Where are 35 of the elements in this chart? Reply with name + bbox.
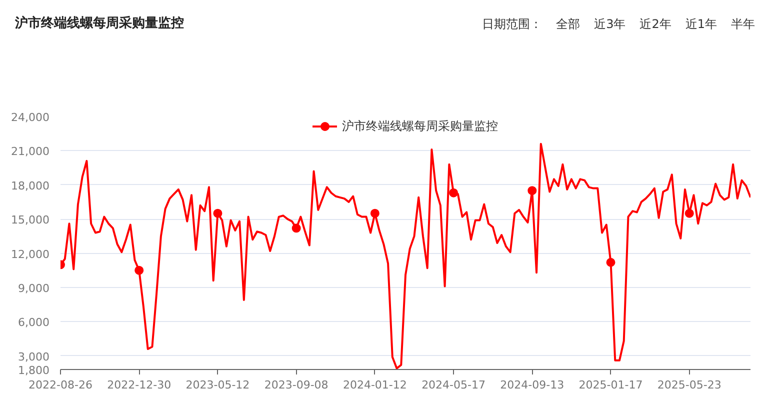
y-tick-label: 18,000 [11, 179, 50, 192]
text: 近3年 [594, 16, 626, 31]
x-tick-label: 2022-08-26 [28, 378, 92, 392]
x-tick-label: 2023-05-12 [186, 378, 250, 392]
x-tick-label: 2022-12-30 [107, 378, 172, 392]
point [213, 208, 222, 218]
line-series [60, 142, 750, 370]
point [606, 258, 616, 267]
text: 全部 [556, 16, 580, 31]
y-tick-label: 1,800 [18, 364, 50, 377]
x-tick-label: 2025-01-17 [578, 378, 643, 392]
text: 半年 [731, 16, 755, 31]
y-tick-label: 21,000 [11, 145, 50, 158]
y-tick-label: 9,000 [18, 282, 50, 295]
text: 近2年 [640, 16, 672, 31]
legend-label: 沪市终端线螺每周采购量监控 [342, 118, 498, 134]
point [134, 266, 144, 275]
y-tick-label: 6,000 [18, 316, 50, 330]
x-tick-label: 2024-09-13 [500, 378, 564, 392]
text: 近1年 [685, 16, 717, 31]
y-tick-label: 24,000 [11, 111, 50, 124]
point [449, 188, 458, 198]
point [684, 208, 694, 218]
x-tick-label: 2024-05-17 [422, 378, 486, 392]
y-tick-label: 12,000 [11, 248, 50, 261]
y-tick-label: 15,000 [11, 214, 50, 227]
x-tick-label: 2024-01-12 [342, 378, 407, 392]
point [528, 186, 537, 196]
text: 日期范围： [482, 16, 542, 31]
point [292, 224, 301, 233]
point [370, 208, 380, 218]
y-tick-label: 3,000 [18, 350, 50, 364]
x-tick-label: 2025-05-23 [657, 378, 722, 392]
chart-title: 沪市终端线螺每周采购量监控 [15, 15, 184, 33]
x-tick-label: 2023-09-08 [264, 378, 328, 392]
